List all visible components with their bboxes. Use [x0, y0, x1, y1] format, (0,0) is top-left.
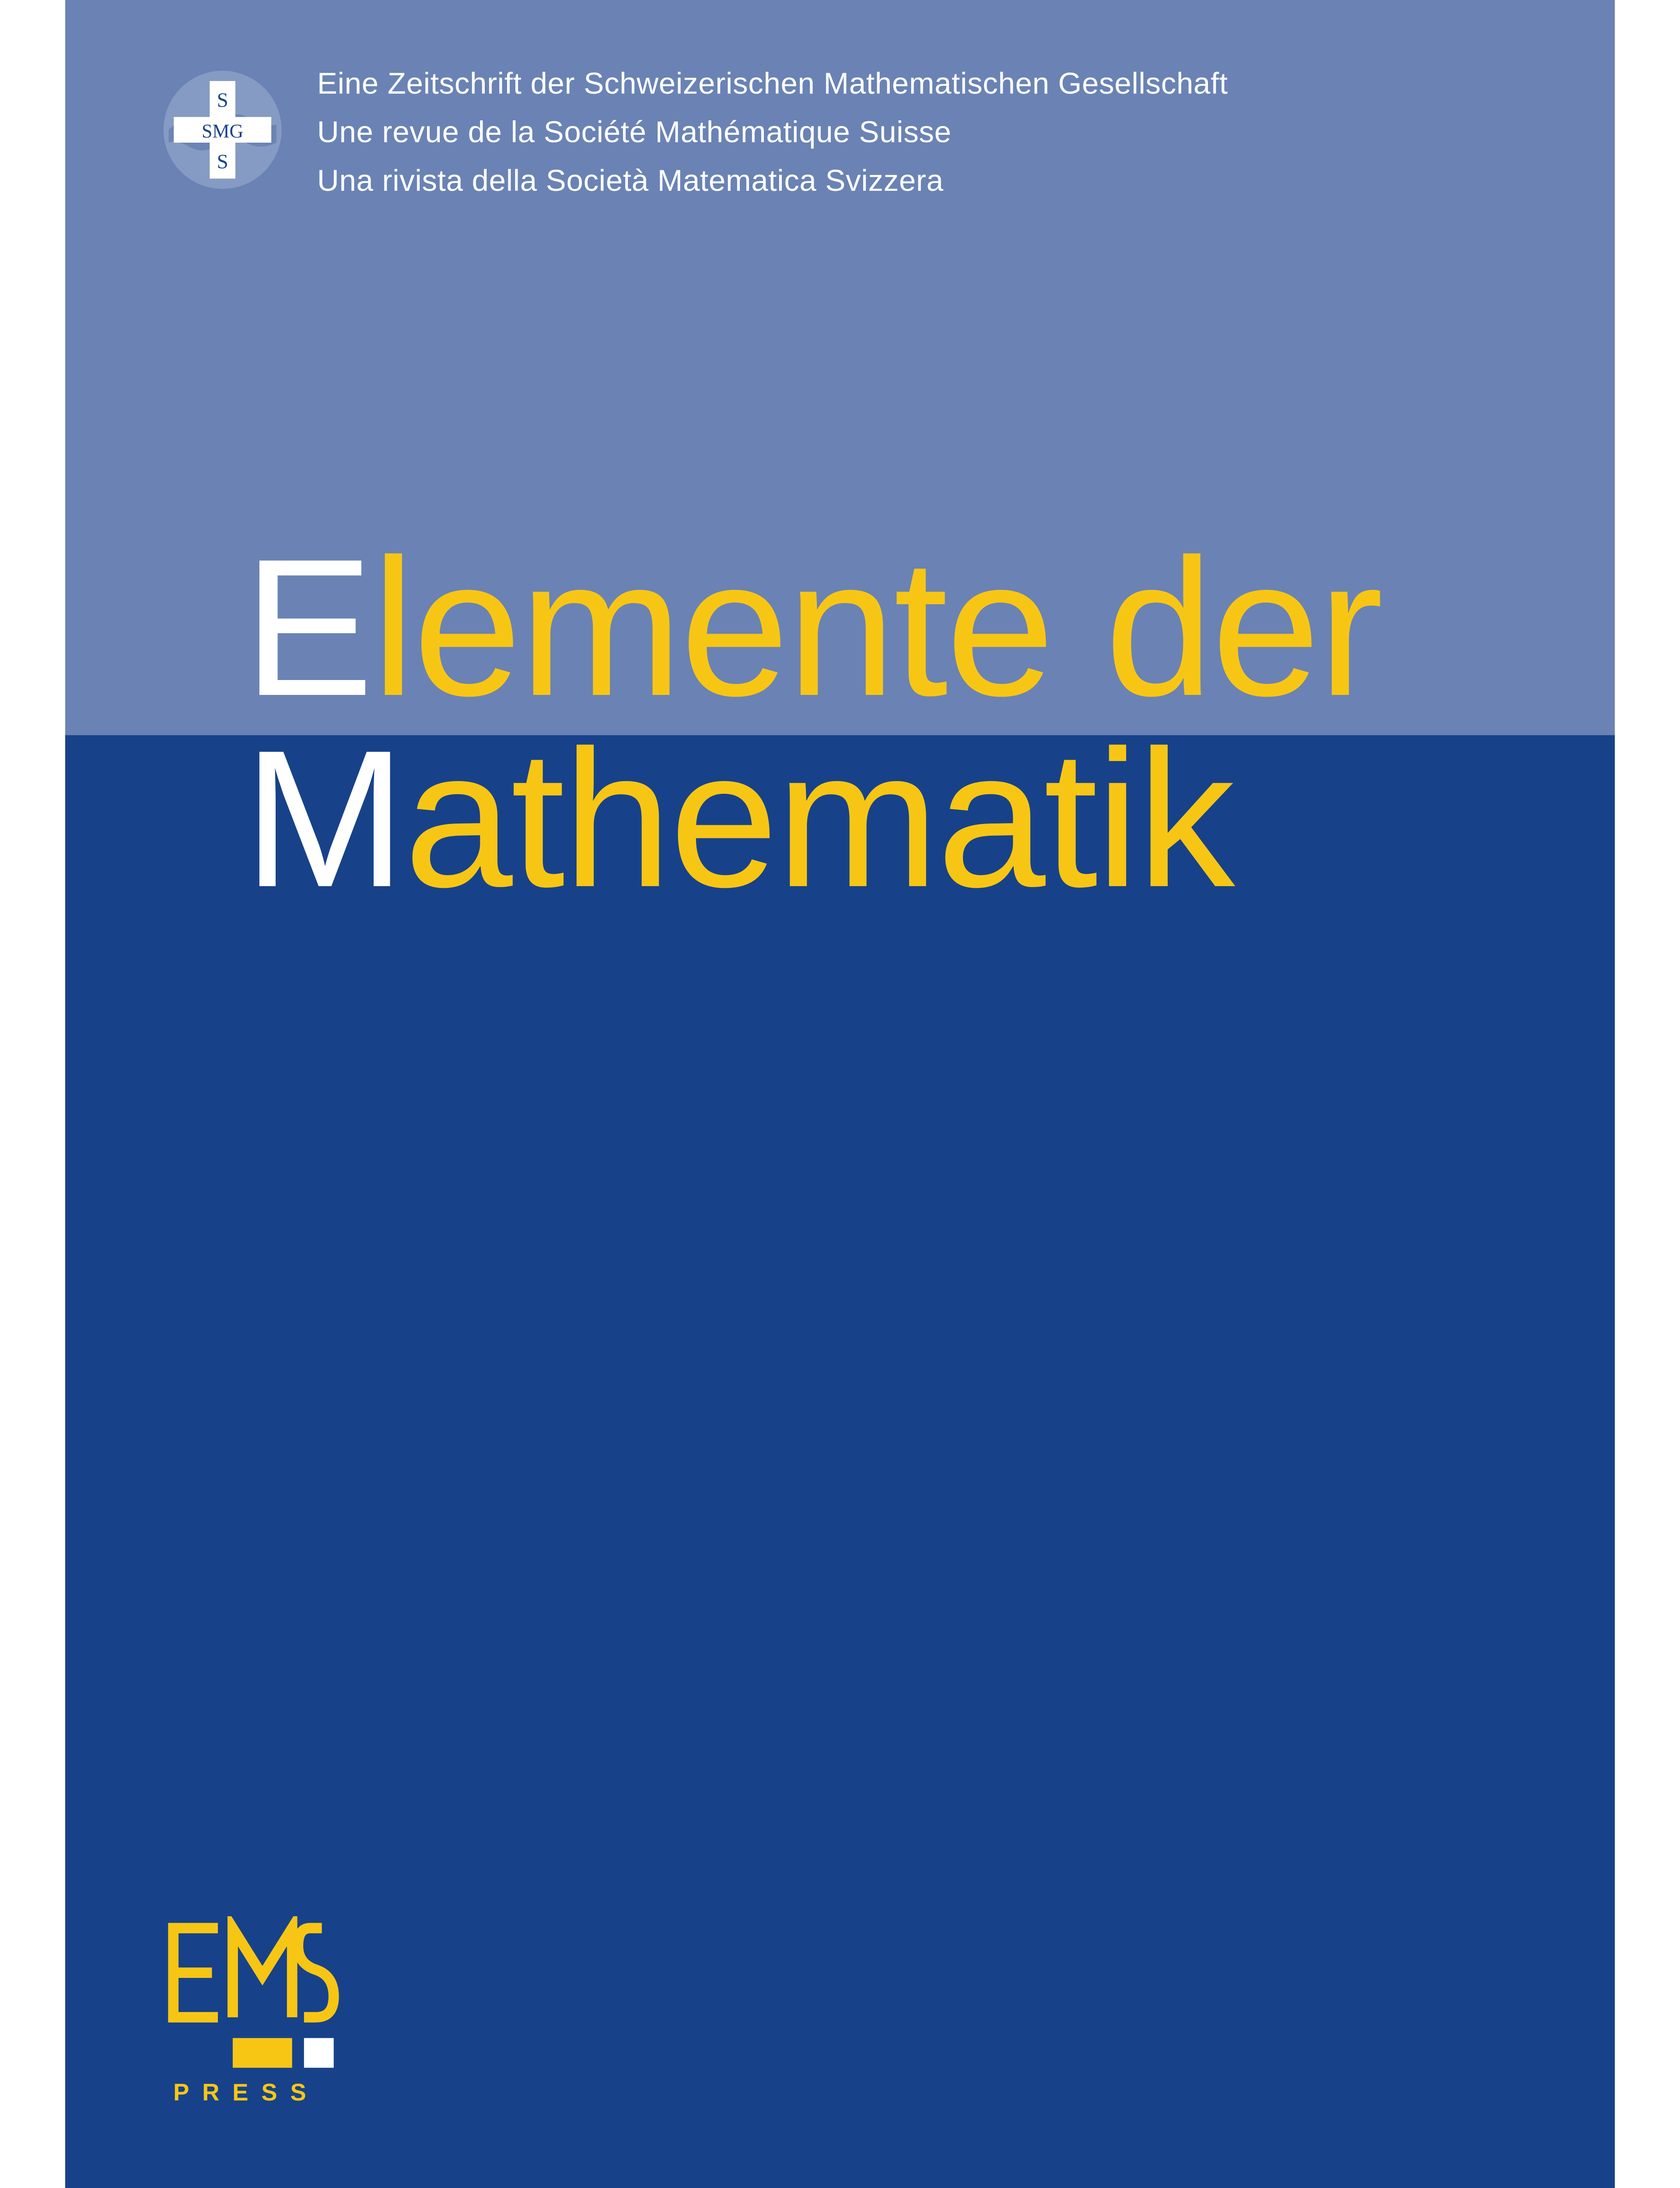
ems-press-logo: PRESS [161, 1916, 340, 2111]
journal-cover: S SMG S Eine Zeitschrift der Schweizeris… [65, 0, 1615, 2188]
subtitle-line-de: Eine Zeitschrift der Schweizerischen Mat… [317, 66, 1228, 101]
subtitle-line-fr: Une revue de la Société Mathématique Sui… [317, 114, 1228, 149]
sms-logo: S SMG S [158, 66, 287, 196]
title-initial-e: E [243, 518, 371, 736]
title-line-2: Mathematik [243, 723, 1584, 914]
sms-logo-letters-mid: SMG [201, 120, 243, 142]
sms-logo-letter-bottom: S [217, 151, 228, 173]
title-rest-1: lemente der [372, 518, 1382, 736]
title-initial-m: M [243, 709, 404, 928]
journal-title: Elemente der Mathematik [243, 532, 1584, 915]
sms-logo-letter-top: S [217, 89, 228, 112]
ems-press-label: PRESS [173, 2079, 319, 2106]
title-rest-2: athematik [404, 709, 1233, 928]
subtitle-stack: Eine Zeitschrift der Schweizerischen Mat… [317, 66, 1228, 198]
subtitle-line-it: Una rivista della Società Matematica Svi… [317, 163, 1228, 198]
header-block: S SMG S Eine Zeitschrift der Schweizeris… [158, 66, 1553, 198]
title-line-1: Elemente der [243, 532, 1584, 723]
